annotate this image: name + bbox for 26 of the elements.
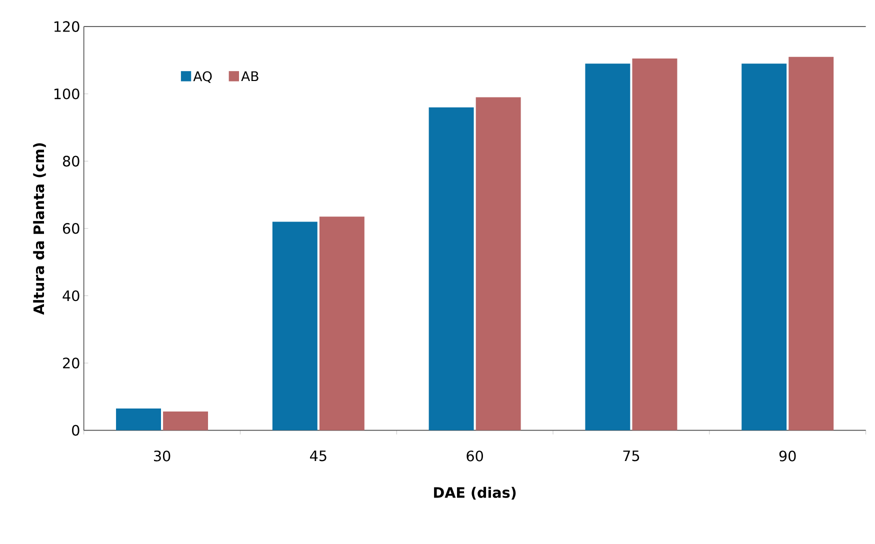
x-tick-label: 90	[779, 450, 796, 462]
x-tick-label: 45	[310, 450, 326, 462]
y-tick-label: 120	[54, 21, 80, 32]
y-tick-label: 60	[63, 223, 80, 234]
x-tick-label: 75	[623, 450, 640, 462]
bar	[788, 56, 834, 430]
y-tick-label: 20	[63, 358, 80, 369]
bar	[742, 64, 787, 430]
bar	[163, 412, 208, 430]
y-tick-label: 100	[54, 88, 80, 100]
bar	[116, 408, 161, 430]
bar	[319, 216, 364, 430]
bar	[428, 107, 474, 430]
bar	[585, 64, 630, 430]
legend-label: AB	[241, 71, 258, 82]
bar	[272, 222, 318, 430]
y-axis-title: Altura da Planta (cm)	[33, 143, 46, 315]
y-tick-label: 80	[62, 156, 80, 167]
y-tick-label: 0	[72, 425, 80, 436]
legend-label: AQ	[193, 71, 212, 83]
x-tick-label: 30	[154, 450, 170, 462]
bar	[476, 97, 521, 430]
y-tick-label: 40	[62, 290, 80, 302]
bar	[632, 58, 678, 430]
x-axis-title: DAE (dias)	[434, 486, 516, 500]
x-tick-label: 60	[466, 450, 483, 462]
